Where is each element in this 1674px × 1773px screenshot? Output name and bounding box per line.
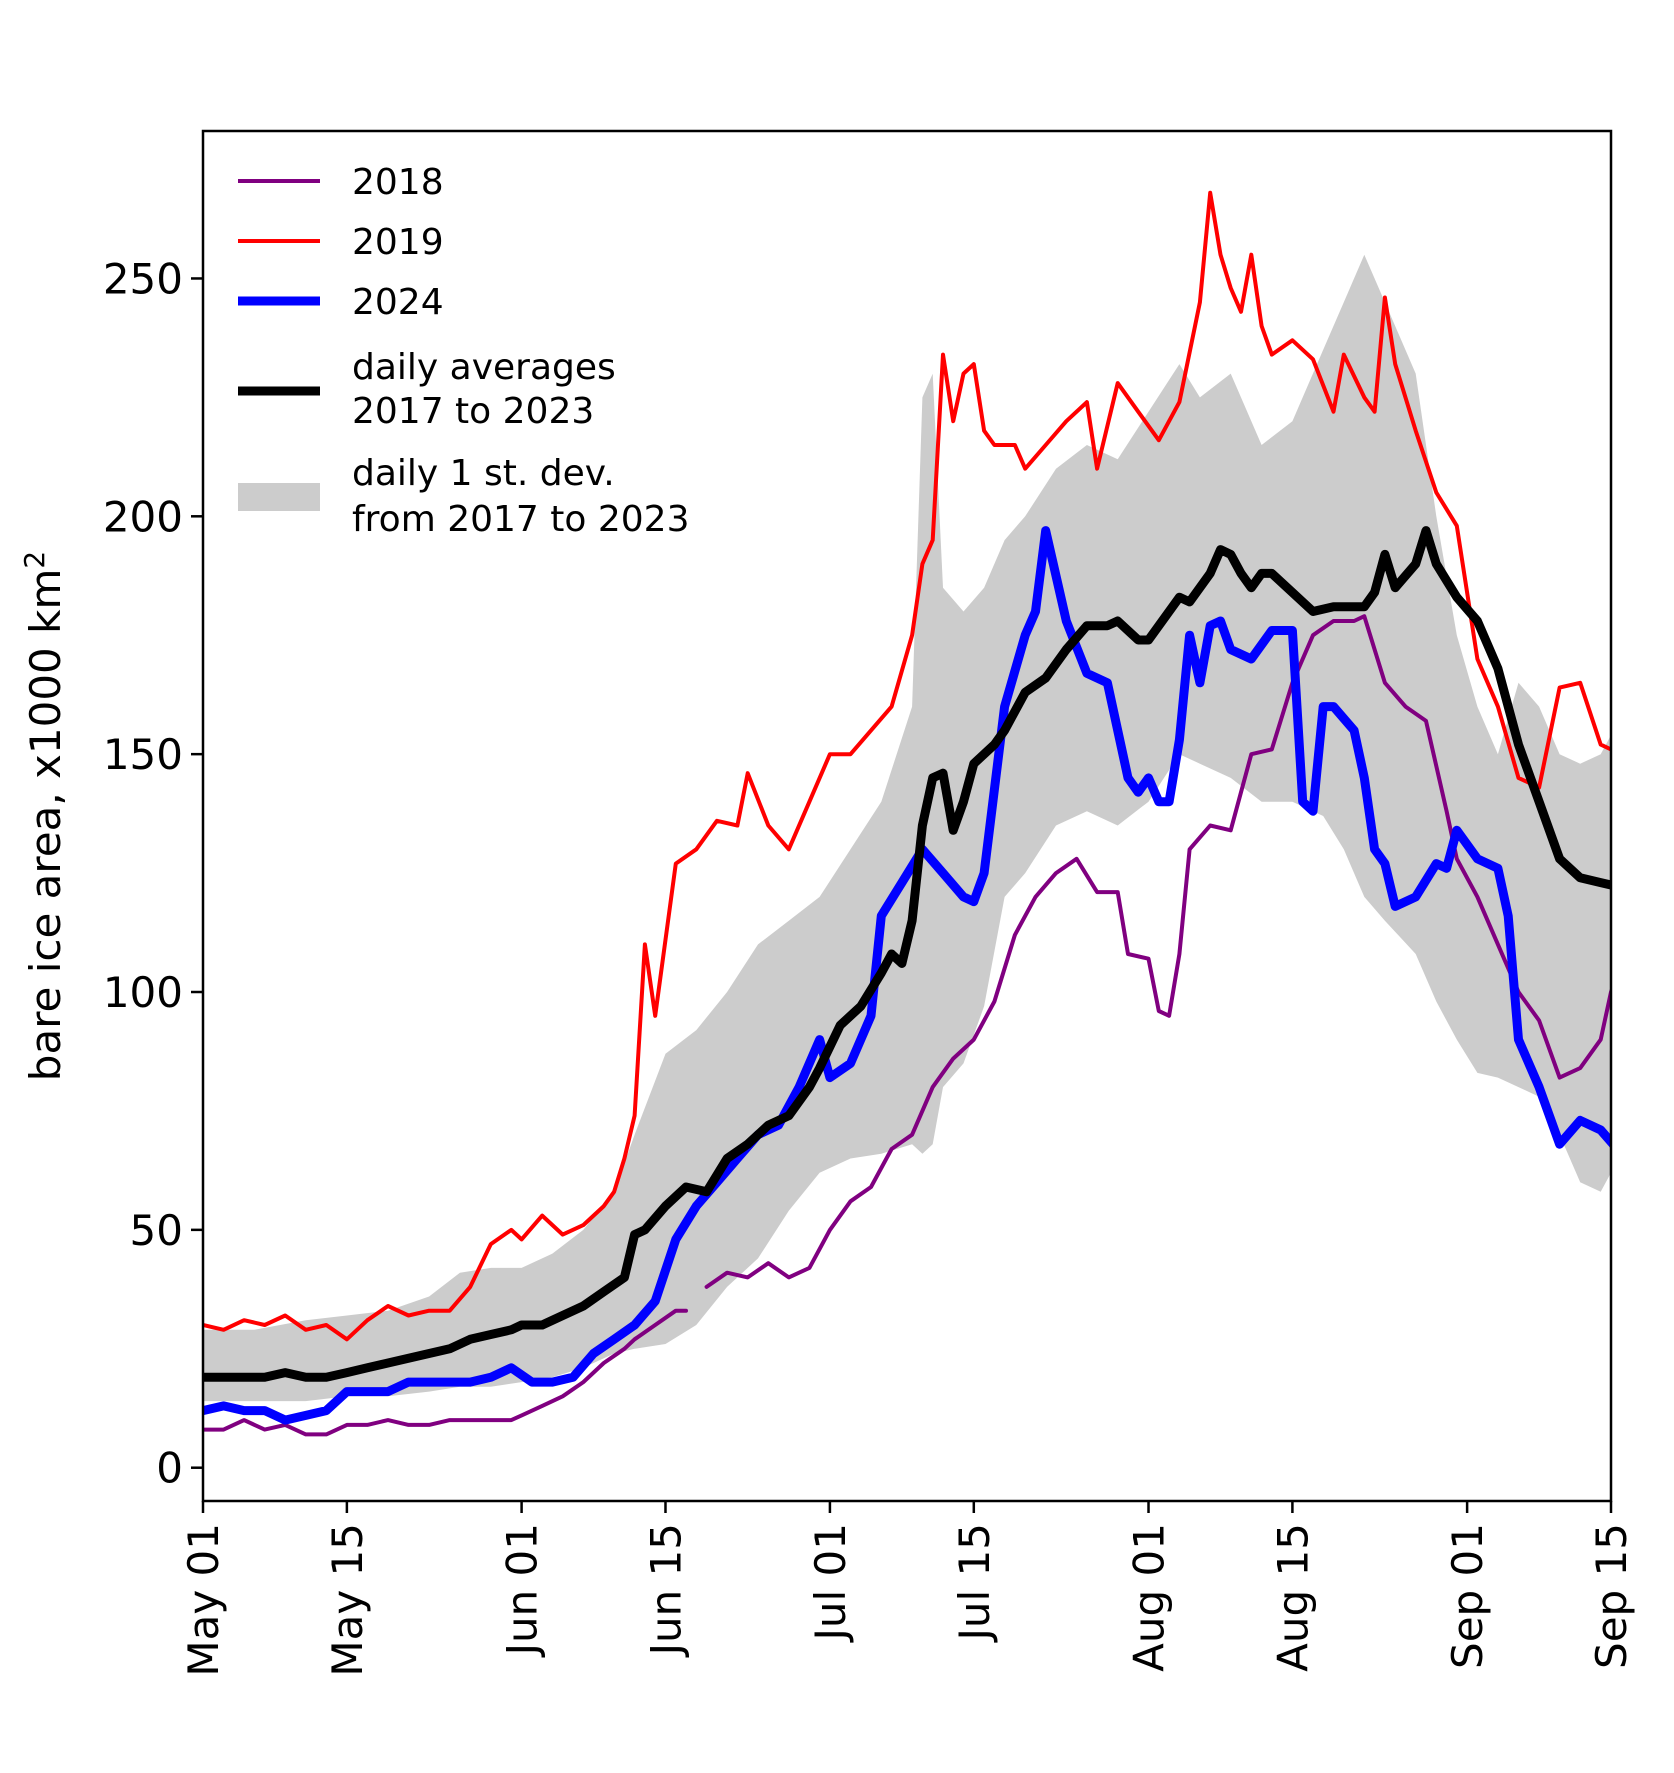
- y-tick-label-50: 50: [130, 1206, 183, 1255]
- legend-label-s2024-0: 2024: [352, 282, 444, 323]
- x-tick-label-9: Sep 15: [1587, 1523, 1636, 1669]
- y-tick-label-100: 100: [103, 968, 183, 1017]
- legend-label-s2018-0: 2018: [352, 162, 444, 203]
- x-tick-label-1: May 15: [323, 1523, 372, 1677]
- legend-label-avg-1: 2017 to 2023: [352, 391, 594, 432]
- std-dev-band: [203, 254, 1611, 1402]
- legend-label-band-0: daily 1 st. dev.: [352, 453, 615, 494]
- x-tick-label-7: Aug 15: [1268, 1523, 1317, 1672]
- y-tick-label-250: 250: [103, 254, 183, 303]
- legend-label-s2019-0: 2019: [352, 222, 444, 263]
- series-line-s2024-0: [203, 526, 1611, 1425]
- y-axis-label-superscript: 2: [18, 551, 51, 569]
- series-line-s2018-1: [704, 614, 1611, 1289]
- legend-swatch-band: [238, 483, 320, 511]
- series-line-s2018-0: [203, 1308, 688, 1437]
- x-tick-label-4: Jul 01: [806, 1523, 855, 1643]
- axes: 0 50 100 150 200 250 May 01 May 15 Jun 01 Jun 15 J…: [103, 254, 1636, 1676]
- plot-frame: [201, 129, 1613, 1503]
- data-layer: [203, 190, 1611, 1437]
- legend-label-band-1: from 2017 to 2023: [352, 499, 689, 540]
- y-tick-label-150: 150: [103, 730, 183, 779]
- x-tick-label-3: Jun 15: [642, 1523, 691, 1658]
- x-tick-label-0: May 01: [179, 1523, 228, 1677]
- x-tick-label-2: Jun 01: [498, 1523, 547, 1658]
- x-tick-label-8: Sep 01: [1443, 1523, 1492, 1669]
- legend: 2018 2019 2024 daily averages 2017 to 2023 d…: [238, 162, 689, 540]
- y-tick-label-0: 0: [156, 1444, 183, 1493]
- x-tick-label-5: Jul 15: [950, 1523, 999, 1643]
- y-tick-label-200: 200: [103, 492, 183, 541]
- series-line-s2019-0: [203, 190, 1611, 1342]
- legend-label-avg-0: daily averages: [352, 347, 616, 388]
- series-line-avg-0: [203, 526, 1611, 1382]
- plot-area: [201, 129, 1613, 1503]
- x-tick-label-6: Aug 01: [1125, 1523, 1174, 1672]
- y-axis-label: bare ice area, x1000 km2: [18, 551, 70, 1081]
